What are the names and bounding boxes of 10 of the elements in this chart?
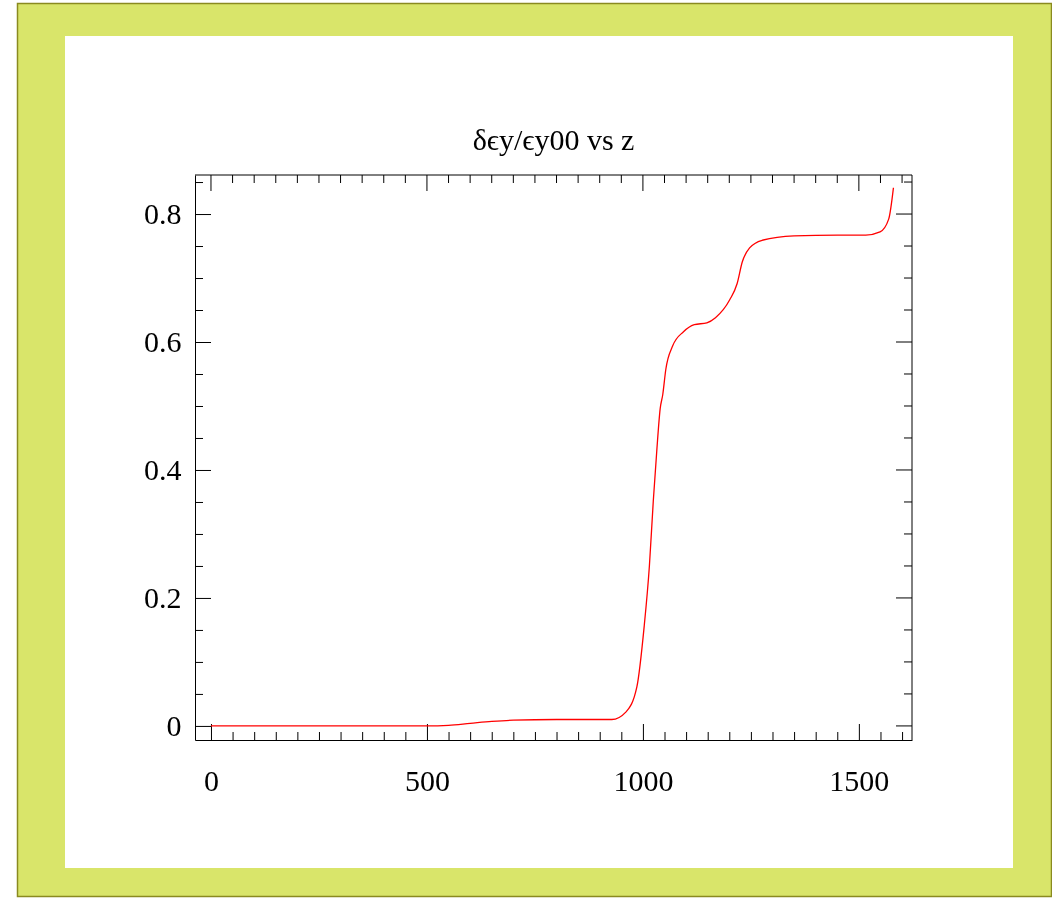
- x-tick-label: 1000: [613, 764, 674, 797]
- y-tick-label: 0: [166, 709, 182, 743]
- y-tick-label: 0.6: [144, 325, 182, 359]
- x-tick-label: 0: [203, 764, 219, 797]
- chart-title: δϵy/ϵy00 vs z: [472, 123, 635, 156]
- x-tick-label: 1500: [829, 764, 890, 797]
- y-tick-label: 0.4: [144, 453, 182, 487]
- y-tick-label: 0.2: [144, 581, 182, 615]
- y-tick-label: 0.8: [144, 197, 182, 231]
- x-tick-label: 500: [404, 764, 450, 797]
